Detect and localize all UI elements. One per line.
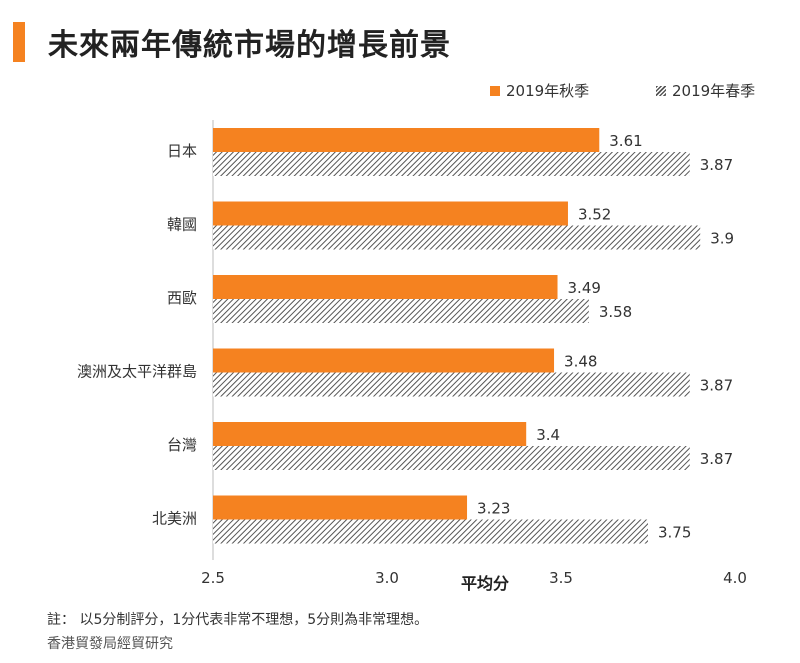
category-label: 澳洲及太平洋群島 — [77, 363, 197, 381]
source-note: 香港貿發局經貿研究 — [47, 636, 173, 652]
data-label: 3.87 — [700, 156, 733, 174]
legend-label-autumn: 2019年秋季 — [506, 82, 590, 100]
bar-autumn-2019 — [213, 275, 558, 299]
bar-autumn-2019 — [213, 495, 468, 520]
bar-autumn-2019 — [213, 348, 555, 373]
legend-swatch-autumn — [490, 85, 500, 96]
bar-spring-2019 — [213, 372, 690, 397]
data-label: 3.9 — [710, 230, 734, 248]
legend: 2019年秋季 2019年春季 — [470, 80, 790, 100]
data-label: 3.87 — [700, 450, 733, 468]
x-axis-title: 平均分 — [461, 574, 509, 593]
bar-autumn-2019 — [213, 128, 600, 152]
data-label: 3.48 — [564, 353, 597, 371]
category-label: 北美洲 — [152, 510, 197, 528]
bar-spring-2019 — [213, 225, 701, 250]
data-label: 3.52 — [578, 206, 611, 224]
bar-autumn-2019 — [213, 201, 568, 226]
data-label: 3.58 — [599, 303, 632, 321]
x-tick-label: 3.0 — [375, 569, 399, 587]
bar-autumn-2019 — [213, 422, 527, 446]
footnote: 註： 以5分制評分，1分代表非常不理想，5分則為非常理想。 — [47, 612, 429, 628]
category-label: 韓國 — [167, 216, 197, 234]
bar-spring-2019 — [213, 446, 690, 470]
bar-spring-2019 — [213, 519, 648, 544]
legend-item-autumn: 2019年秋季 — [490, 80, 589, 101]
x-tick-label: 2.5 — [201, 569, 225, 587]
data-label: 3.61 — [609, 132, 642, 150]
data-label: 3.75 — [658, 524, 691, 542]
legend-label-spring: 2019年春季 — [672, 82, 756, 100]
bar-spring-2019 — [213, 299, 589, 323]
title-accent-bar — [13, 22, 25, 62]
legend-item-spring: 2019年春季 — [656, 80, 755, 101]
data-label: 3.49 — [568, 279, 601, 297]
legend-swatch-spring — [656, 85, 666, 96]
chart-title: 未來兩年傳統市場的增長前景 — [48, 28, 451, 63]
bar-spring-2019 — [213, 152, 690, 176]
category-label: 日本 — [167, 142, 197, 160]
x-tick-label: 4.0 — [723, 569, 747, 587]
data-label: 3.23 — [477, 500, 510, 518]
data-label: 3.4 — [536, 426, 560, 444]
x-tick-label: 3.5 — [549, 569, 573, 587]
category-label: 台灣 — [167, 436, 197, 454]
category-label: 西歐 — [167, 289, 197, 307]
data-label: 3.87 — [700, 377, 733, 395]
